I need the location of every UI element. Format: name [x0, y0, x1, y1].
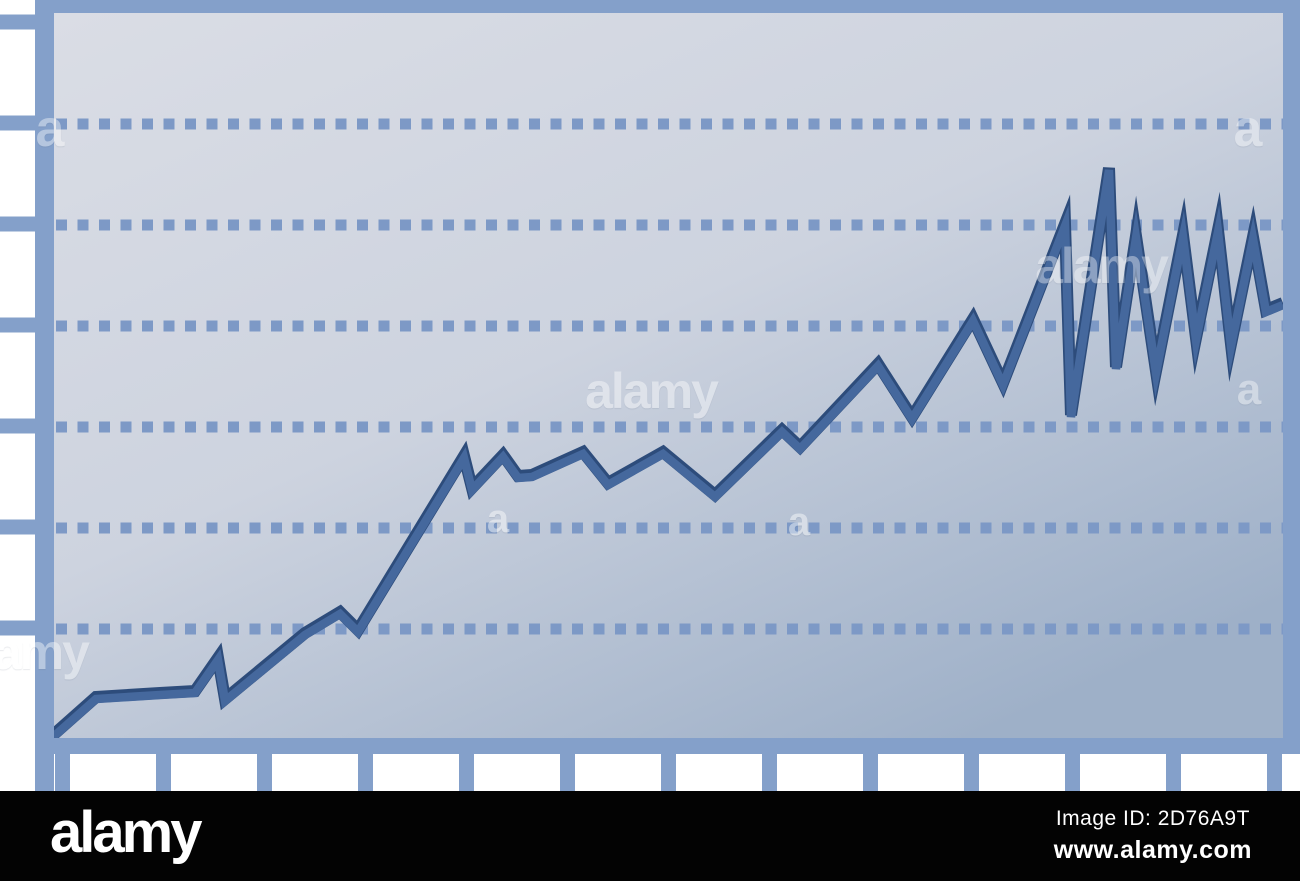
line-chart-svg [0, 0, 1300, 791]
x-axis-tick [863, 754, 878, 791]
trend-line [48, 167, 1286, 742]
image-id-text: Image ID: 2D76A9T [1055, 807, 1250, 830]
y-axis-tick [0, 620, 35, 636]
x-axis-bar [35, 738, 1300, 754]
x-axis-tick [156, 754, 171, 791]
alamy-logo: alamy [50, 800, 202, 865]
alamy-url-text: www.alamy.com [1053, 836, 1252, 864]
dotted-gridlines [56, 118, 1283, 635]
x-axis-tick [661, 754, 676, 791]
y-axis-tick [0, 519, 35, 535]
y-axis-tick [0, 115, 35, 131]
y-axis-tick [0, 14, 35, 30]
x-axis-tick [459, 754, 474, 791]
trend-line-body [49, 169, 1285, 742]
right-border-bar [1283, 0, 1300, 754]
top-border-bar [35, 0, 1300, 13]
x-axis-tick [762, 754, 777, 791]
x-axis-tick [55, 754, 70, 791]
x-axis-tick [1065, 754, 1080, 791]
y-axis-tick [0, 317, 35, 333]
x-axis-tick [257, 754, 272, 791]
footer-bar: alamy Image ID: 2D76A9T www.alamy.com [0, 791, 1300, 881]
y-axis-bar [35, 0, 54, 791]
x-axis-tick [964, 754, 979, 791]
x-axis-tick [560, 754, 575, 791]
y-axis-tick [0, 216, 35, 232]
x-axis-tick [1166, 754, 1181, 791]
y-axis-tick [0, 418, 35, 434]
axis-frame [35, 0, 1300, 791]
axis-ticks [0, 14, 1282, 791]
x-axis-tick [1267, 754, 1282, 791]
x-axis-tick [358, 754, 373, 791]
line-chart-illustration: alamyalamyalamyaaaaa [0, 0, 1300, 791]
footer-credits: Image ID: 2D76A9T www.alamy.com [1054, 807, 1252, 865]
